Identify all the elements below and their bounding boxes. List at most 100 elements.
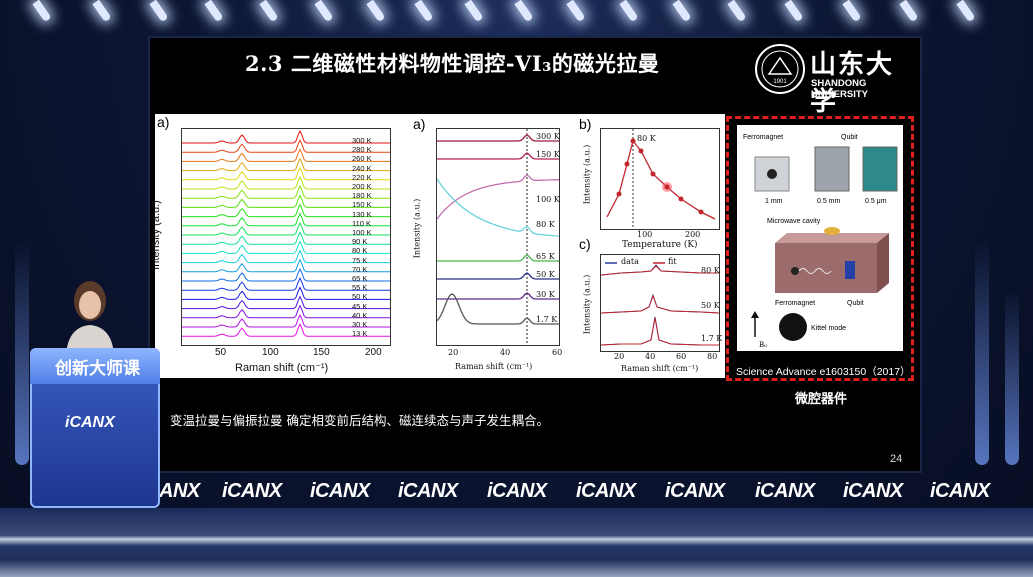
device-label: Qubit — [847, 300, 864, 307]
temperature-label: 50 K — [352, 292, 368, 302]
ceiling-spotlight — [149, 0, 169, 23]
device-label: Ferromagnet — [743, 134, 783, 141]
brand-logo: iCANX — [843, 480, 903, 502]
slide-title: 2.3 二维磁性材料物性调控-VI₃的磁光拉曼 — [245, 51, 660, 76]
panel-c-xtick: 40 — [645, 352, 656, 361]
spectrum-line — [437, 134, 559, 142]
panel-a-ylabel: Intensity (a.u.) — [149, 200, 162, 270]
spectrum-line — [182, 313, 390, 328]
panel-a-spectra — [182, 129, 390, 337]
temperature-label: 180 K — [352, 191, 372, 201]
temperature-label: 30 K — [352, 320, 368, 329]
panel-c-xtick: 20 — [614, 352, 625, 361]
temperature-label: 260 K — [352, 154, 372, 164]
panel-a-xtick: 200 — [365, 347, 382, 358]
panel-c-temp: 50 K — [701, 301, 720, 310]
raman-figure: a) Intensity (a.u.) 300 K 280 K 260 K 240 K… — [150, 114, 725, 378]
panel-c-legend-data: data — [621, 257, 639, 266]
panel-c-ylabel: Intensity (a.u.) — [582, 274, 592, 335]
panel-c-label: c) — [579, 236, 591, 252]
ceiling-spotlight — [672, 0, 692, 23]
temperature-label: 55 K — [352, 283, 368, 293]
temperature-label: 110 K — [352, 218, 372, 228]
ceiling-spotlight — [842, 0, 862, 23]
ceiling-spotlight — [259, 0, 279, 23]
panel-a-xtick: 50 — [215, 347, 227, 358]
panel-a2-xtick: 60 — [552, 348, 563, 357]
spectrum-line — [436, 293, 559, 325]
device-label: 1 mm — [765, 198, 783, 205]
spectrum-line — [182, 194, 390, 208]
panel-b-xtick: 200 — [685, 230, 701, 239]
temperature-label: 100 K — [536, 195, 560, 204]
spectrum-line — [182, 277, 390, 291]
device-label: Qubit — [841, 134, 858, 141]
temperature-label: 40 K — [352, 310, 368, 320]
spectrum-line — [182, 157, 390, 172]
brand-logo: iCANX — [222, 480, 282, 502]
temperature-label: 45 K — [352, 301, 368, 311]
temperature-label: 65 K — [536, 252, 555, 261]
microcavity-device-figure: Ferromagnet Qubit 1 mm 0.5 mm 0.5 μm Mic… — [737, 125, 903, 351]
device-label: 0.5 mm — [817, 198, 841, 205]
ceiling-spotlight — [204, 0, 224, 23]
brand-logo: iCANX — [310, 480, 370, 502]
brand-logo: iCANX — [487, 480, 547, 502]
temperature-label: 280 K — [352, 145, 372, 155]
spectrum-line — [182, 175, 390, 190]
temperature-label: 75 K — [352, 255, 368, 265]
ceiling-spotlight — [514, 0, 534, 23]
panel-b-annotation: 80 K — [637, 134, 656, 143]
panel-a2-plot — [436, 128, 560, 346]
slide-header: 2.3 二维磁性材料物性调控-VI₃的磁光拉曼 1901 山东大学 SHANDO… — [150, 38, 920, 117]
spectrum-line — [182, 231, 390, 245]
brand-logo: iCANX — [755, 480, 815, 502]
temperature-label: 80 K — [536, 220, 555, 229]
device-caption: 微腔器件 — [795, 391, 848, 406]
spectrum-line — [437, 292, 559, 300]
temperature-label: 1.7 K — [536, 315, 558, 324]
side-light-beam — [975, 240, 989, 465]
device-label: B₀ — [759, 341, 767, 349]
spectrum-line — [437, 272, 559, 280]
spectrum-line — [182, 203, 390, 218]
panel-a-xtick: 100 — [262, 347, 279, 358]
temperature-label: 13 K — [352, 329, 368, 339]
temperature-label: 200 K — [352, 182, 372, 191]
ceiling-spotlight — [314, 0, 334, 23]
panel-c-xtick: 80 — [707, 352, 718, 361]
brand-logo: iCANX — [398, 480, 458, 502]
temperature-label: 150 K — [536, 150, 560, 159]
podium-title: 创新大师课 — [55, 359, 140, 379]
spectrum-line — [182, 267, 390, 282]
ceiling-spotlight — [32, 0, 52, 23]
spectrum-line — [182, 166, 390, 181]
spectrum-line — [182, 295, 390, 310]
spectrum-line — [437, 152, 559, 160]
panel-a2-xtick: 20 — [448, 348, 459, 357]
device-illustration: Ferromagnet Qubit 1 mm 0.5 mm 0.5 μm Mic… — [743, 134, 898, 349]
side-light-beam — [1005, 290, 1019, 465]
presenter-avatar — [60, 275, 120, 355]
stage-floor — [0, 508, 1033, 577]
spectrum-line — [182, 212, 390, 227]
spectrum-line — [182, 240, 390, 254]
microcavity-device-panel: Ferromagnet Qubit 1 mm 0.5 mm 0.5 μm Mic… — [726, 116, 914, 381]
temperature-label: 65 K — [352, 274, 368, 283]
brand-logo: iCANX — [665, 480, 725, 502]
temperature-label: 150 K — [352, 200, 372, 210]
device-label: Ferromagnet — [775, 300, 815, 307]
spectrum-line — [182, 139, 390, 153]
panel-a2-xtick: 40 — [500, 348, 511, 357]
panel-a2-label: a) — [413, 116, 426, 132]
ceiling-spotlight — [899, 0, 919, 23]
panel-a-plot — [181, 128, 391, 346]
temperature-label: 90 K — [352, 237, 368, 247]
panel-c-spectra — [600, 262, 720, 346]
panel-a-label: a) — [157, 114, 170, 130]
spectrum-line — [182, 249, 390, 264]
temperature-label: 70 K — [352, 264, 368, 274]
temperature-label: 50 K — [536, 270, 555, 279]
temperature-label: 300 K — [536, 132, 560, 141]
device-label: 0.5 μm — [865, 198, 887, 205]
